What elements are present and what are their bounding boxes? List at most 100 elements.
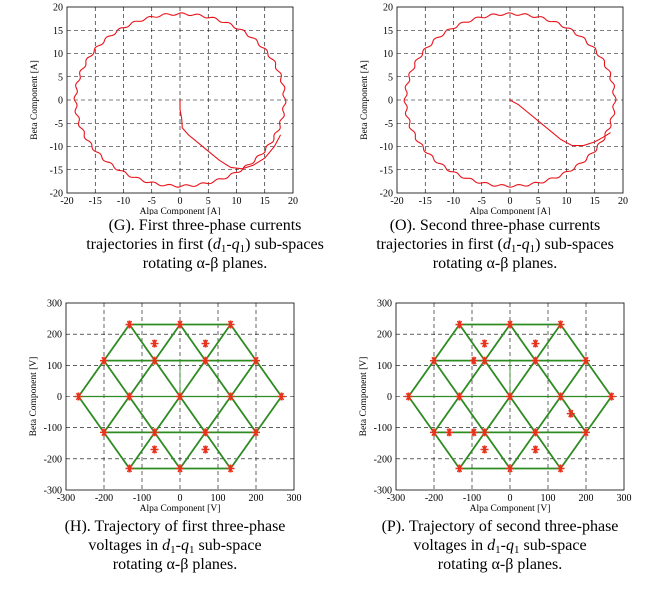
y-tick-label: 0 [58,96,63,107]
plot-frame [396,6,624,194]
y-tick-label: 15 [53,26,63,37]
voltage-vector-marker [404,392,413,401]
voltage-vector-marker [150,445,159,454]
voltage-vector-marker [506,320,514,329]
y-tick-label: -20 [50,189,63,200]
caption-g-line3: rotating α-β planes. [142,255,268,272]
y-tick-label: -200 [374,454,392,465]
voltage-vector-marker [125,392,134,401]
x-tick-label: -300 [57,493,75,504]
x-tick-label: -200 [95,493,113,504]
voltage-vector-marker [582,428,590,437]
x-tick-label: 5 [206,196,211,207]
caption-p-line2: voltages in d1-q1 sub-space [413,537,587,556]
voltage-vector-marker [506,464,514,473]
caption-o-line2: trajectories in first (d1-q1) sub-spaces [376,236,614,255]
x-tick-label: 100 [211,493,226,504]
voltage-vector-marker [176,464,184,473]
x-tick-label: -15 [419,196,432,207]
y-tick-label: -300 [44,486,62,497]
x-tick-label: -300 [387,493,405,504]
x-tick-label: 0 [178,493,183,504]
y-tick-label: 0 [388,96,393,107]
x-tick-label: -15 [89,196,102,207]
voltage-vector-marker [506,392,514,401]
plot-frame [66,6,294,194]
voltage-vector-marker [226,320,235,329]
x-tick-label: 0 [178,196,183,207]
voltage-trajectory-segment [433,360,511,470]
voltage-vector-marker [531,339,540,348]
chart-panel-o: -20 -15 -10 -5 0 5 10 15 20 -20 -15 -10 -5 0 5 10 15 20 Al… [350,0,650,218]
voltage-vector-marker [531,445,540,454]
voltage-trajectory-segment [509,360,587,470]
caption-h: (H). Trajectory of first three-phase vol… [25,517,325,574]
chart-g: -20 -15 -10 -5 0 5 10 15 20 -20 -15 -10 -5 0 5 10 15 20 Al… [30,3,298,218]
voltage-vector-marker [252,428,260,437]
caption-o: (O). Second three-phase currents traject… [345,216,645,273]
x-tick-label: 15 [590,196,600,207]
caption-p-line3: rotating α-β planes. [437,556,563,573]
voltage-vector-marker [201,356,210,365]
y-tick-label: -300 [374,486,392,497]
voltage-vector-marker [556,392,565,401]
voltage-vector-marker [455,464,464,473]
chart-o: -20 -15 -10 -5 0 5 10 15 20 -20 -15 -10 -5 0 5 10 15 20 Al… [360,3,628,218]
x-tick-label: 20 [288,196,298,207]
x-tick-label: -200 [425,493,443,504]
x-tick-label: 20 [618,196,628,207]
y-tick-label: 300 [47,299,62,310]
x-tick-label: 10 [232,196,242,207]
voltage-vector-marker [531,356,540,365]
y-tick-label: 300 [377,299,392,310]
x-tick-label: -100 [463,493,481,504]
x-tick-label: -10 [447,196,460,207]
x-axis-label: Alpa Component [V] [140,504,221,514]
voltage-vector-marker [150,428,159,437]
x-axis-label: Alpa Component [A] [470,207,551,215]
y-tick-label: 0 [387,392,392,403]
voltage-trajectory-segment [433,323,511,433]
x-tick-label: 100 [541,493,556,504]
x-axis-label: Alpa Component [V] [470,504,551,514]
y-tick-label: 200 [47,330,62,341]
caption-p-line1: (P). Trajectory of second three-phase [381,518,619,535]
y-axis-label: Beta Component [A] [30,60,40,140]
voltage-vector-marker [445,428,454,437]
y-tick-label: 100 [47,361,62,372]
voltage-trajectory-segment [103,323,181,433]
y-tick-label: -15 [50,165,63,176]
x-tick-label: 200 [249,493,264,504]
voltage-vector-marker [455,320,464,329]
voltage-vector-marker [201,339,210,348]
x-tick-label: 200 [579,493,594,504]
x-tick-label: -20 [60,196,73,207]
y-axis-label: Beta Component [V] [29,357,39,437]
y-tick-label: 15 [383,26,393,37]
current-trajectory-circle [403,12,617,188]
voltage-vector-marker [480,445,489,454]
voltage-vector-marker [469,428,478,437]
voltage-vector-marker [430,356,438,365]
caption-o-line3: rotating α-β planes. [432,255,558,272]
x-tick-label: 0 [508,196,513,207]
y-tick-label: -100 [374,423,392,434]
x-tick-label: 10 [562,196,572,207]
chart-p: -300 -200 -100 0 100 200 300 -300 -200 -100 0 100 20… [359,299,632,515]
voltage-vector-marker [226,464,235,473]
voltage-vector-marker [480,339,489,348]
voltage-vector-marker [277,392,286,401]
y-tick-label: -15 [380,165,393,176]
voltage-vector-marker [582,356,590,365]
y-tick-label: -5 [55,119,63,130]
voltage-vector-marker [531,428,540,437]
y-tick-label: -20 [380,189,393,200]
voltage-vector-marker [607,392,616,401]
caption-g-line1: (G). First three-phase currents [108,217,302,234]
x-tick-label: -5 [148,196,156,207]
chart-h: -300 -200 -100 0 100 200 300 -300 -200 -100 0 100 20… [29,299,302,515]
x-tick-label: -10 [117,196,130,207]
plot-frame [395,302,625,491]
voltage-vector-marker [455,392,464,401]
current-trajectory-circle [73,12,287,188]
